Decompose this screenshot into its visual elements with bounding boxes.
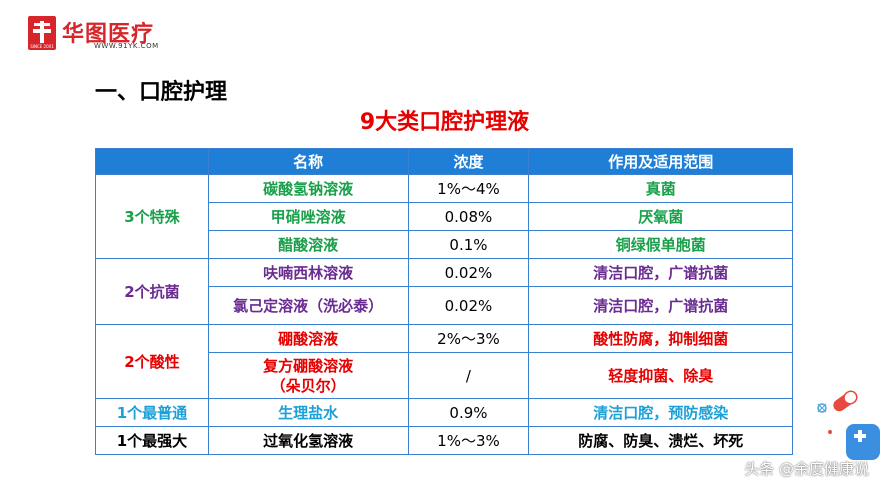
brand-since: SINCE 2001 [30, 44, 54, 49]
category-cell: 3个特殊 [95, 174, 209, 259]
name-cell: 呋喃西林溶液 [207, 258, 409, 287]
mouthwash-table: 名称 浓度 作用及适用范围 3个特殊 碳酸氢钠溶液 1%～4% 真菌 甲硝唑溶液… [95, 148, 793, 455]
name-line-1: 复方硼酸溶液 [263, 356, 354, 375]
table-row: 氯己定溶液（洗必泰） 0.02% 清洁口腔，广谱抗菌 [96, 286, 793, 325]
table-header-row: 名称 浓度 作用及适用范围 [95, 148, 793, 175]
name-cell: 碳酸氢钠溶液 [207, 174, 409, 203]
usage-cell: 清洁口腔，预防感染 [528, 398, 793, 427]
usage-cell: 防腐、防臭、溃烂、坏死 [528, 426, 793, 455]
usage-cell: 清洁口腔，广谱抗菌 [528, 258, 793, 287]
brand-name: 华图医疗 [62, 22, 155, 47]
name-cell: 氯己定溶液（洗必泰） [207, 286, 409, 325]
name-cell: 复方硼酸溶液 （朵贝尔） [207, 352, 409, 399]
watermark: 头条 @余度健康说 [744, 460, 869, 478]
concentration-cell: 0.02% [407, 286, 530, 325]
name-line-2: （朵贝尔） [270, 376, 346, 395]
category-cell: 2个抗菌 [95, 258, 209, 325]
table-row: 3个特殊 碳酸氢钠溶液 1%～4% 真菌 [95, 174, 793, 259]
header-name: 名称 [207, 148, 409, 175]
category-cell: 2个酸性 [95, 324, 209, 399]
name-cell: 硼酸溶液 [207, 324, 409, 353]
table-row: 1个最普通 生理盐水 0.9% 清洁口腔，预防感染 [95, 398, 793, 427]
table-row: 1个最强大 过氧化氢溶液 1%～3% 防腐、防臭、溃烂、坏死 [95, 426, 793, 455]
usage-cell: 厌氧菌 [528, 202, 793, 231]
concentration-cell: 2%～3% [407, 324, 530, 353]
concentration-cell: 0.02% [407, 258, 530, 287]
category-cell: 1个最强大 [95, 426, 209, 455]
category-cell: 1个最普通 [95, 398, 209, 427]
name-cell: 甲硝唑溶液 [207, 202, 409, 231]
usage-cell: 清洁口腔，广谱抗菌 [528, 286, 793, 325]
concentration-cell: 1%～4% [407, 174, 530, 203]
name-cell: 过氧化氢溶液 [207, 426, 409, 455]
concentration-cell: 1%～3% [407, 426, 530, 455]
usage-cell: 酸性防腐，抑制细菌 [528, 324, 793, 353]
concentration-cell: / [407, 352, 530, 399]
usage-cell: 真菌 [528, 174, 793, 203]
medical-decoration-icon [817, 390, 880, 460]
usage-cell: 轻度抑菌、除臭 [528, 352, 793, 399]
table-row: 2个抗菌 呋喃西林溶液 0.02% 清洁口腔，广谱抗菌 [95, 258, 793, 325]
brand-url: WWW.91YK.COM [94, 42, 159, 50]
concentration-cell: 0.9% [407, 398, 530, 427]
brand-mark-icon: SINCE 2001 [28, 16, 56, 50]
main-title: 9大类口腔护理液 [359, 110, 530, 135]
table-row: 醋酸溶液 0.1% 铜绿假单胞菌 [96, 230, 793, 259]
section-title: 一、口腔护理 [95, 80, 228, 105]
brand-logo: SINCE 2001 华图医疗 WWW.91YK.COM [28, 16, 198, 52]
table-row: 2个酸性 硼酸溶液 2%～3% 酸性防腐，抑制细菌 [95, 324, 793, 399]
name-cell: 生理盐水 [207, 398, 409, 427]
concentration-cell: 0.1% [407, 230, 530, 259]
header-concentration: 浓度 [407, 148, 530, 175]
name-cell: 醋酸溶液 [207, 230, 409, 259]
header-category [95, 148, 209, 175]
table-row: 甲硝唑溶液 0.08% 厌氧菌 [96, 202, 793, 231]
concentration-cell: 0.08% [407, 202, 530, 231]
usage-cell: 铜绿假单胞菌 [528, 230, 793, 259]
header-usage: 作用及适用范围 [528, 148, 793, 175]
